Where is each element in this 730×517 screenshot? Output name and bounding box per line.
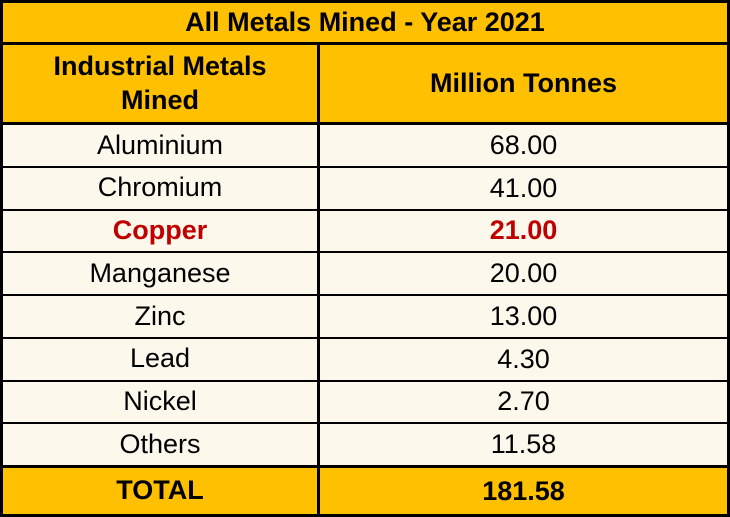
tonnes-value: 13.00: [489, 300, 558, 331]
tonnes-value: 41.00: [489, 172, 558, 203]
metal-name: Nickel: [3, 381, 320, 423]
total-value: 181.58: [482, 475, 565, 506]
tonnes-value: 4.30: [497, 343, 550, 374]
metal-name: Aluminium: [3, 125, 320, 166]
metal-name: Others: [3, 424, 320, 465]
table-row-total: TOTAL 181.58: [3, 468, 727, 514]
metal-name: Lead: [3, 338, 320, 380]
tonnes-value: 68.00: [489, 129, 558, 160]
column-header-tonnes: Million Tonnes: [430, 68, 617, 98]
metal-name: Zinc: [3, 296, 320, 337]
metal-name: Copper: [3, 210, 320, 252]
table-title: All Metals Mined - Year 2021: [3, 3, 727, 45]
tonnes-value: 2.70: [497, 386, 550, 417]
metal-name: Chromium: [3, 167, 320, 209]
table-row-zinc: Zinc 13.00: [3, 296, 727, 339]
tonnes-value: 21.00: [489, 215, 558, 246]
tonnes-value: 11.58: [490, 429, 557, 460]
total-label: TOTAL: [3, 468, 320, 514]
table-row-lead: Lead 4.30: [3, 338, 727, 382]
table-row-copper: Copper 21.00: [3, 210, 727, 254]
table-row-chromium: Chromium 41.00: [3, 167, 727, 211]
column-header-row: Industrial Metals Mined Million Tonnes: [3, 45, 727, 125]
table-row-others: Others 11.58: [3, 424, 727, 468]
table-row-aluminium: Aluminium 68.00: [3, 125, 727, 168]
column-header-metals: Industrial Metals Mined: [3, 45, 320, 122]
metal-name: Manganese: [3, 253, 320, 294]
tonnes-value: 20.00: [489, 258, 558, 289]
table-row-manganese: Manganese 20.00: [3, 253, 727, 296]
table-row-nickel: Nickel 2.70: [3, 381, 727, 425]
